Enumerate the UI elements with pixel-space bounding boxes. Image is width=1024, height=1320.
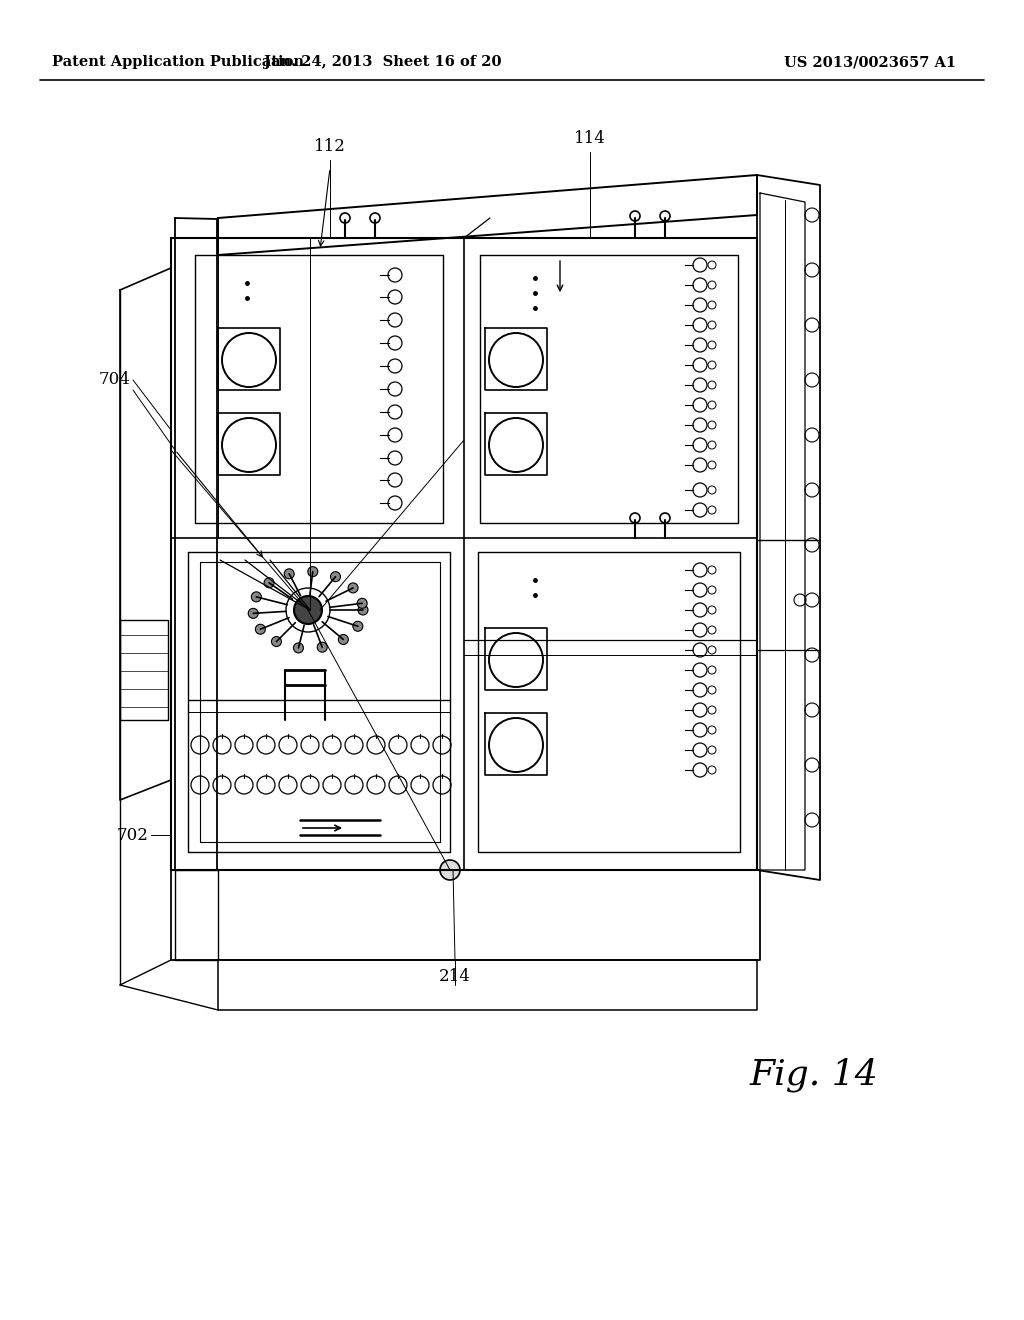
Circle shape [308, 566, 317, 577]
Circle shape [264, 578, 274, 587]
Circle shape [294, 597, 322, 624]
Circle shape [271, 636, 282, 647]
Circle shape [357, 598, 368, 609]
Text: 112: 112 [314, 139, 346, 154]
Text: US 2013/0023657 A1: US 2013/0023657 A1 [784, 55, 956, 69]
Circle shape [348, 583, 358, 593]
Text: 702: 702 [116, 826, 148, 843]
Circle shape [358, 605, 368, 615]
Text: 704: 704 [98, 371, 130, 388]
Text: Jan. 24, 2013  Sheet 16 of 20: Jan. 24, 2013 Sheet 16 of 20 [264, 55, 502, 69]
Circle shape [353, 622, 362, 631]
Circle shape [285, 569, 294, 579]
Circle shape [338, 635, 348, 644]
Circle shape [331, 572, 341, 582]
Text: 214: 214 [439, 968, 471, 985]
Circle shape [248, 609, 258, 618]
Text: Fig. 14: Fig. 14 [750, 1057, 879, 1092]
Text: Patent Application Publication: Patent Application Publication [52, 55, 304, 69]
Text: 114: 114 [574, 129, 606, 147]
Circle shape [255, 624, 265, 634]
Circle shape [440, 861, 460, 880]
Circle shape [317, 643, 328, 652]
Circle shape [294, 643, 303, 653]
Circle shape [251, 591, 261, 602]
